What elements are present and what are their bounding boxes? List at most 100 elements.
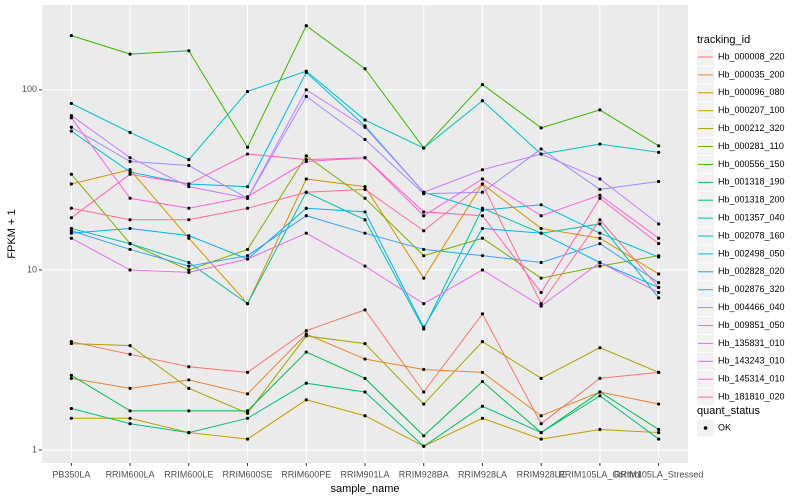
x-tick-label: RRIM600LA (106, 469, 155, 479)
data-point (363, 376, 367, 380)
data-point (422, 444, 426, 448)
data-point (422, 214, 426, 218)
data-point (539, 152, 543, 156)
data-point (422, 402, 426, 406)
data-point (539, 422, 543, 426)
legend-label: Hb_002078_160 (718, 230, 785, 240)
data-point (480, 416, 485, 420)
data-point (187, 264, 191, 268)
data-point (245, 409, 250, 413)
legend-label: Hb_001318_190 (718, 177, 785, 187)
data-point (187, 182, 191, 186)
data-point (539, 437, 543, 441)
x-tick-label: RRIM901LA (340, 469, 389, 479)
data-point (539, 376, 543, 380)
data-point (187, 365, 191, 369)
data-point (598, 390, 602, 394)
data-point (304, 88, 308, 92)
legend-label: OK (718, 422, 731, 432)
data-point (128, 409, 132, 413)
data-point (304, 206, 308, 210)
data-point (422, 434, 426, 438)
data-point (480, 177, 485, 181)
data-point (128, 170, 132, 174)
data-point (304, 329, 308, 333)
x-tick-label: RRIM600LE (164, 469, 213, 479)
data-point (128, 247, 132, 252)
data-point (657, 179, 661, 184)
x-tick-label: PB350LA (52, 469, 90, 479)
data-point (363, 231, 367, 235)
data-point (539, 304, 543, 308)
data-point (480, 208, 485, 212)
data-point (598, 177, 602, 181)
data-point (598, 260, 602, 265)
data-point (69, 101, 73, 106)
data-point (187, 386, 191, 390)
data-point (304, 350, 308, 354)
data-point (657, 370, 661, 374)
x-tick-label: RRIM105LA_Control (558, 469, 641, 479)
legend-label: Hb_000035_200 (718, 69, 785, 79)
data-point (187, 206, 191, 210)
data-point (657, 402, 661, 406)
data-point (187, 157, 191, 162)
data-point (598, 394, 602, 398)
data-point (187, 163, 191, 168)
data-point (69, 129, 73, 133)
data-point (128, 196, 132, 200)
y-axis-title: FPKM + 1 (6, 209, 18, 258)
data-point (539, 430, 543, 435)
data-point (480, 379, 485, 384)
data-point (128, 416, 132, 420)
data-point (304, 94, 308, 98)
data-point (363, 390, 367, 394)
data-point (187, 218, 191, 222)
data-point (245, 257, 250, 261)
data-point (480, 236, 485, 240)
data-point (187, 378, 191, 382)
data-point (187, 234, 191, 238)
data-point (363, 125, 367, 129)
data-point (480, 268, 485, 272)
data-point (363, 185, 367, 189)
legend-title: tracking_id (697, 34, 750, 46)
data-point (657, 222, 661, 226)
data-point (363, 210, 367, 214)
data-point (187, 49, 191, 53)
data-point (187, 430, 191, 435)
data-point (128, 268, 132, 272)
data-point (480, 404, 485, 408)
data-point (128, 130, 132, 135)
data-point (657, 427, 661, 432)
data-point (657, 255, 661, 259)
data-point (363, 156, 367, 160)
data-point (480, 99, 485, 103)
data-point (363, 218, 367, 222)
data-point (69, 125, 73, 129)
data-point (304, 157, 308, 162)
data-point (245, 437, 250, 441)
legend-label: Hb_000008_220 (718, 51, 785, 61)
x-tick-label: RRIM928BA (399, 469, 449, 479)
x-tick-label: RRIM928LE (517, 469, 566, 479)
data-point (657, 430, 661, 435)
data-point (598, 108, 602, 112)
legend-label: Hb_001357_040 (718, 212, 785, 222)
data-point (245, 411, 250, 415)
data-point (245, 185, 250, 189)
data-point (539, 203, 543, 207)
legend-label: Hb_143243_010 (718, 356, 785, 366)
legend-label: Hb_145314_010 (718, 374, 785, 384)
legend-label: Hb_009851_050 (718, 320, 785, 330)
data-point (657, 437, 661, 441)
data-point (69, 182, 73, 186)
data-point (363, 118, 367, 122)
data-point (245, 89, 250, 94)
data-point (480, 182, 485, 186)
data-point (363, 196, 367, 200)
data-point (69, 406, 73, 411)
data-point (598, 242, 602, 246)
data-point (539, 147, 543, 151)
